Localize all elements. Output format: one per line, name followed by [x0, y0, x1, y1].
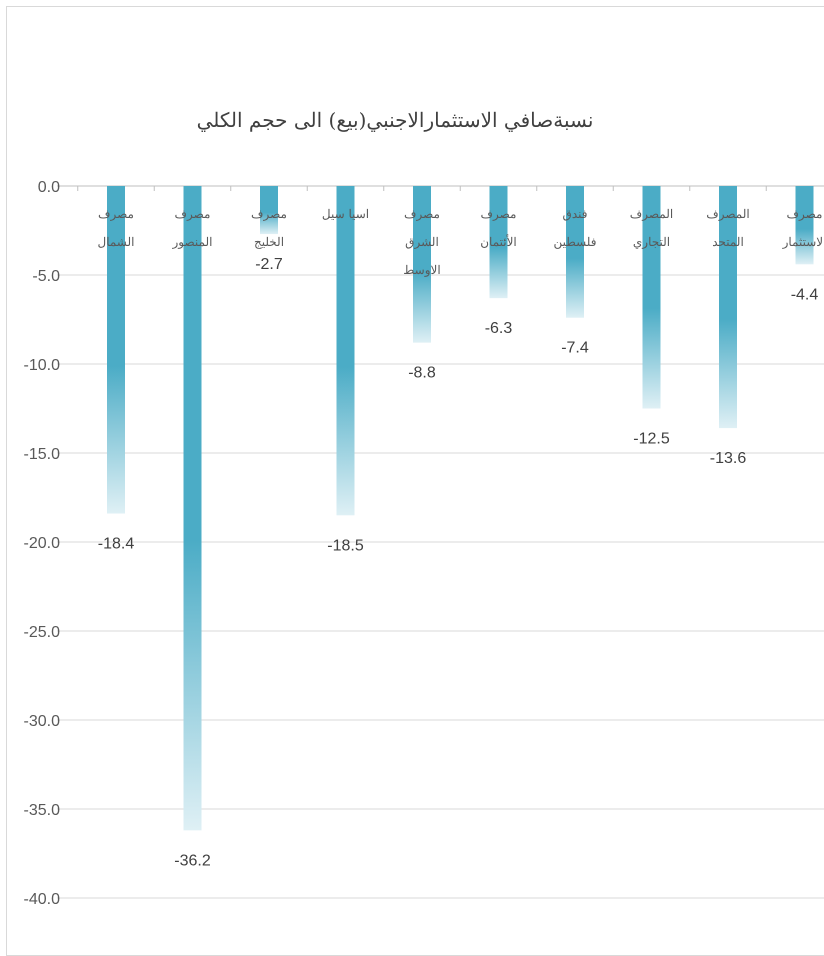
y-tick-label: -30.0: [24, 713, 61, 730]
category-label: المصرف: [706, 207, 749, 221]
category-label: فندق: [563, 207, 588, 221]
bar: [489, 186, 508, 299]
category-label: فلسطين: [553, 235, 596, 249]
data-label: -8.8: [408, 365, 436, 382]
category-label: المتحد: [712, 235, 744, 249]
data-label: -7.4: [561, 340, 589, 357]
bar: [183, 186, 202, 831]
category-label: مصرف: [251, 207, 287, 221]
chart-frame: [6, 6, 824, 956]
category-label: مصرف: [404, 207, 440, 221]
data-label: -2.7: [255, 256, 283, 273]
bar: [719, 186, 737, 429]
bar: [413, 186, 431, 343]
category-label: الأئتمان: [480, 234, 517, 249]
data-label: -13.6: [710, 450, 747, 467]
data-label: -4.4: [791, 286, 819, 303]
category-label: الاستثمار: [782, 235, 824, 249]
category-label: المنصور: [172, 235, 213, 249]
data-label: -36.2: [174, 852, 211, 869]
bar: [107, 186, 125, 514]
y-tick-label: -25.0: [24, 624, 61, 641]
data-label: -12.5: [633, 431, 670, 448]
bar: [260, 186, 278, 235]
y-tick-label: -20.0: [24, 535, 61, 552]
category-label: مصرف: [175, 207, 211, 221]
data-label: -18.4: [98, 536, 135, 553]
category-label: الخليج: [254, 235, 284, 249]
bar: [642, 186, 661, 409]
category-label: الشمال: [97, 235, 134, 249]
data-label: -18.5: [327, 537, 364, 554]
y-tick-label: -5.0: [32, 268, 60, 285]
category-label: التجاري: [633, 235, 670, 249]
bar: [795, 186, 814, 265]
y-tick-label: -10.0: [24, 357, 61, 374]
category-label: مصرف: [481, 207, 517, 221]
data-label: -6.3: [485, 320, 513, 337]
category-label: المصرف: [630, 207, 673, 221]
category-label: مصرف: [98, 207, 134, 221]
y-tick-label: 0.0: [38, 179, 60, 196]
y-tick-label: -35.0: [24, 802, 61, 819]
chart-title: نسبةصافي الاستثمارالاجنبي(بيع) الى حجم ا…: [196, 108, 594, 132]
category-label: الشرق: [405, 235, 439, 249]
y-tick-label: -40.0: [24, 891, 61, 908]
y-tick-label: -15.0: [24, 446, 61, 463]
bar: [336, 186, 355, 516]
category-label: الاوسط: [403, 263, 440, 277]
bar: [566, 186, 584, 318]
category-label: مصرف: [787, 207, 823, 221]
category-label: اسيا سيل: [322, 207, 369, 221]
